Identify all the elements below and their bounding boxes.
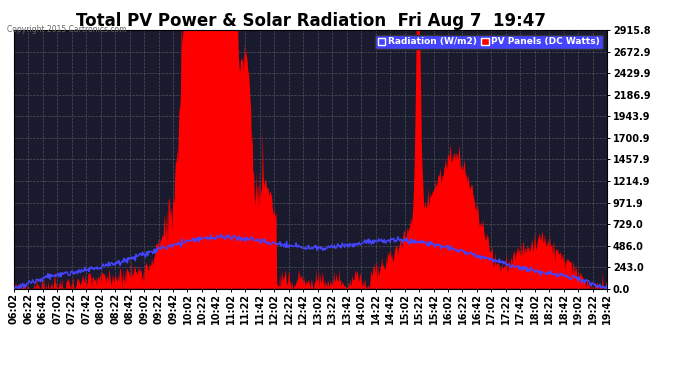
Text: Copyright 2015 Cartronics.com: Copyright 2015 Cartronics.com xyxy=(7,25,126,34)
Legend: Radiation (W/m2), PV Panels (DC Watts): Radiation (W/m2), PV Panels (DC Watts) xyxy=(375,34,602,49)
Title: Total PV Power & Solar Radiation  Fri Aug 7  19:47: Total PV Power & Solar Radiation Fri Aug… xyxy=(75,12,546,30)
